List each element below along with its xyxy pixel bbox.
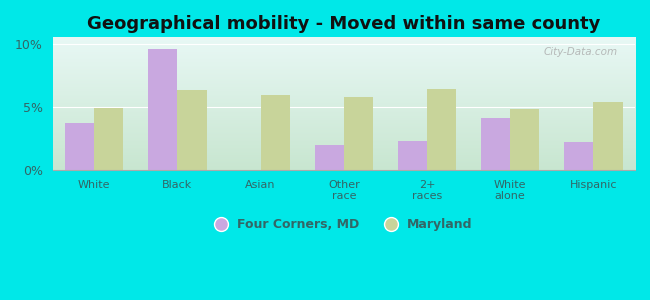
Bar bbox=[148, 49, 177, 170]
Bar bbox=[398, 141, 427, 170]
Title: Geographical mobility - Moved within same county: Geographical mobility - Moved within sam… bbox=[87, 15, 601, 33]
Bar bbox=[315, 145, 344, 170]
Text: City-Data.com: City-Data.com bbox=[543, 46, 618, 57]
Bar bbox=[261, 95, 290, 170]
Bar bbox=[177, 90, 207, 170]
Bar bbox=[427, 89, 456, 170]
Legend: Four Corners, MD, Maryland: Four Corners, MD, Maryland bbox=[210, 214, 478, 236]
Bar bbox=[344, 97, 373, 170]
Bar bbox=[564, 142, 593, 170]
Bar bbox=[94, 108, 124, 170]
Bar bbox=[65, 123, 94, 170]
Bar bbox=[593, 102, 623, 170]
Bar bbox=[510, 110, 540, 170]
Bar bbox=[481, 118, 510, 170]
